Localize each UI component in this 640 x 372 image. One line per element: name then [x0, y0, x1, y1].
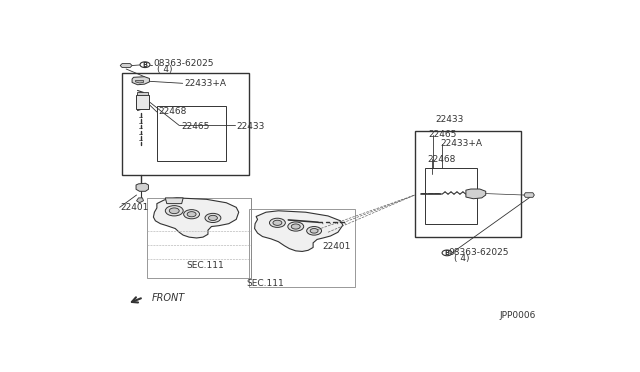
- Polygon shape: [165, 198, 183, 203]
- Bar: [157, 106, 227, 161]
- Text: 22468: 22468: [428, 155, 456, 164]
- Text: FRONT: FRONT: [152, 293, 185, 303]
- Circle shape: [310, 228, 318, 233]
- Text: ( 4): ( 4): [157, 65, 172, 74]
- Text: 22465: 22465: [182, 122, 210, 131]
- Polygon shape: [466, 189, 486, 199]
- Bar: [136, 95, 150, 109]
- Polygon shape: [136, 80, 143, 83]
- Circle shape: [140, 62, 150, 68]
- Bar: [147, 198, 251, 278]
- Text: 22433: 22433: [236, 122, 264, 131]
- Bar: [249, 209, 355, 287]
- Text: B: B: [445, 250, 449, 256]
- Bar: [122, 73, 248, 175]
- Polygon shape: [136, 198, 143, 203]
- Bar: [415, 131, 522, 237]
- Text: 08363-62025: 08363-62025: [154, 59, 214, 68]
- Circle shape: [209, 215, 218, 221]
- Text: SEC.111: SEC.111: [246, 279, 284, 288]
- Polygon shape: [132, 77, 150, 85]
- Polygon shape: [255, 211, 343, 251]
- Circle shape: [307, 227, 321, 235]
- Circle shape: [442, 250, 452, 256]
- Text: ( 4): ( 4): [454, 254, 470, 263]
- Circle shape: [288, 222, 304, 231]
- Text: 22401: 22401: [121, 203, 149, 212]
- Polygon shape: [154, 198, 239, 238]
- Text: 08363-62025: 08363-62025: [448, 248, 509, 257]
- Bar: [425, 168, 477, 224]
- Text: SEC.111: SEC.111: [187, 261, 225, 270]
- Circle shape: [187, 212, 196, 217]
- Circle shape: [291, 224, 300, 229]
- Circle shape: [169, 208, 179, 214]
- Circle shape: [205, 214, 221, 222]
- Polygon shape: [120, 64, 132, 68]
- Text: 22465: 22465: [428, 130, 456, 140]
- Text: 22433+A: 22433+A: [440, 139, 482, 148]
- Polygon shape: [524, 193, 534, 197]
- Text: 22433: 22433: [435, 115, 463, 124]
- Circle shape: [269, 218, 285, 227]
- Polygon shape: [136, 183, 148, 191]
- Bar: [137, 93, 148, 95]
- Text: 22401: 22401: [322, 242, 351, 251]
- Circle shape: [273, 220, 282, 225]
- Text: 22433+A: 22433+A: [184, 79, 226, 88]
- Text: JPP0006: JPP0006: [499, 311, 536, 320]
- Circle shape: [165, 206, 183, 216]
- Circle shape: [184, 210, 200, 219]
- Text: B: B: [143, 62, 147, 68]
- Text: 22468: 22468: [158, 108, 187, 116]
